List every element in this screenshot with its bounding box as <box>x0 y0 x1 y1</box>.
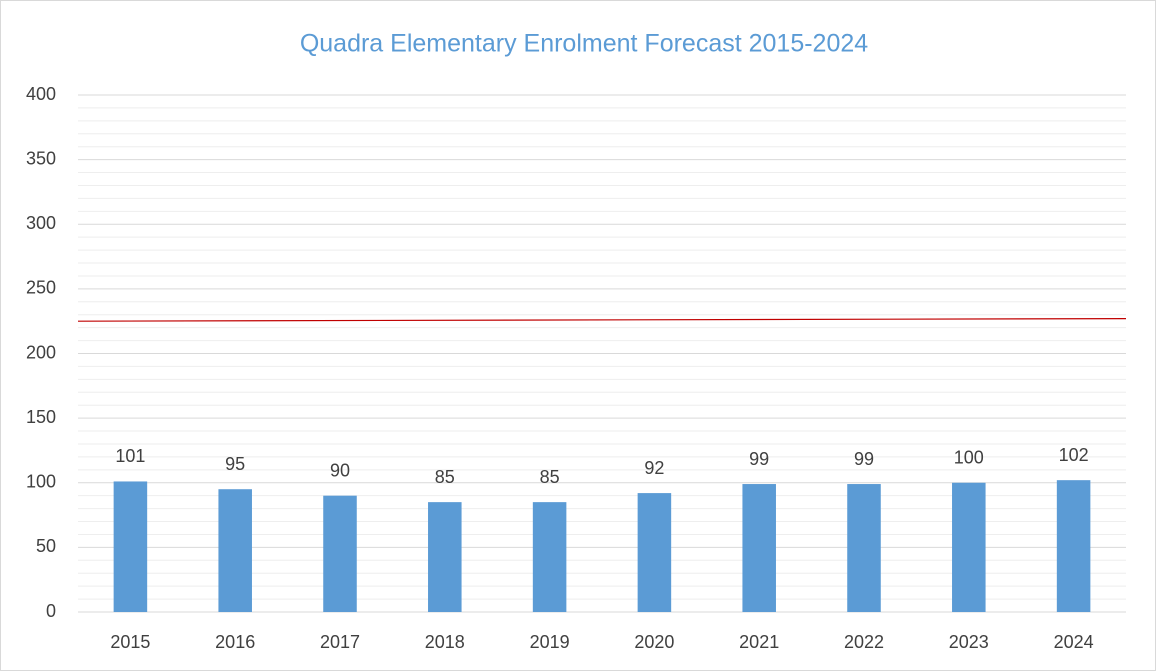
y-tick-label: 350 <box>26 148 56 168</box>
y-tick-label: 300 <box>26 213 56 233</box>
data-label: 95 <box>225 454 245 474</box>
data-label: 101 <box>115 446 145 466</box>
x-tick-label: 2024 <box>1054 632 1094 652</box>
x-tick-label: 2019 <box>530 632 570 652</box>
x-tick-label: 2022 <box>844 632 884 652</box>
x-tick-label: 2018 <box>425 632 465 652</box>
y-tick-label: 100 <box>26 472 56 492</box>
bar <box>1056 480 1091 612</box>
y-tick-label: 400 <box>26 84 56 104</box>
bar <box>113 481 148 612</box>
data-label: 99 <box>854 449 874 469</box>
bar <box>323 495 357 612</box>
x-tick-label: 2023 <box>949 632 989 652</box>
y-tick-label: 0 <box>46 601 56 621</box>
data-label: 100 <box>954 448 984 468</box>
data-label: 99 <box>749 449 769 469</box>
x-tick-label: 2020 <box>634 632 674 652</box>
bar <box>847 484 881 612</box>
bar <box>532 502 567 612</box>
data-label: 102 <box>1059 445 1089 465</box>
data-label: 90 <box>330 460 350 480</box>
y-tick-label: 50 <box>36 536 56 556</box>
bar <box>637 493 672 612</box>
y-tick-label: 200 <box>26 342 56 362</box>
data-label: 85 <box>435 467 455 487</box>
bar <box>742 484 776 612</box>
y-tick-label: 250 <box>26 278 56 298</box>
x-tick-label: 2021 <box>739 632 779 652</box>
data-label: 85 <box>540 467 560 487</box>
data-label: 92 <box>644 458 664 478</box>
x-tick-label: 2016 <box>215 632 255 652</box>
chart-title: Quadra Elementary Enrolment Forecast 201… <box>300 30 868 58</box>
bar <box>218 489 252 612</box>
bar <box>428 502 462 612</box>
x-tick-label: 2017 <box>320 632 360 652</box>
x-tick-label: 2015 <box>110 632 150 652</box>
bar <box>952 482 986 612</box>
y-tick-label: 150 <box>26 407 56 427</box>
reference-line <box>77 318 1127 322</box>
